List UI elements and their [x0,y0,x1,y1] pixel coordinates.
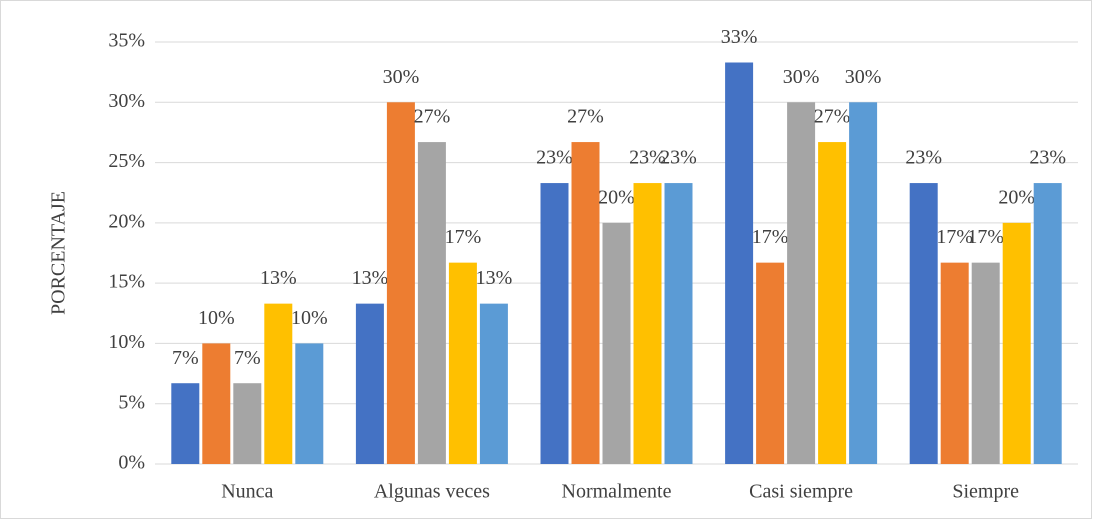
bar [818,142,847,464]
value-label: 27% [814,106,851,128]
value-label: 17% [936,226,973,248]
bar [571,142,600,464]
bar [787,102,816,465]
bar [971,262,1000,464]
y-tick-label: 15% [108,271,145,293]
y-tick-label: 20% [108,210,145,232]
value-label: 10% [198,307,235,329]
bar [202,343,231,464]
bar [756,262,785,464]
value-label: 20% [598,186,635,208]
bar [171,383,200,464]
value-label: 13% [476,267,513,289]
bar [233,383,262,464]
value-label: 7% [172,347,199,369]
x-tick-label: Casi siempre [749,481,853,503]
y-tick-label: 10% [108,331,145,353]
bar [633,183,662,464]
value-label: 23% [905,147,942,169]
bar [909,183,938,464]
value-label: 23% [660,147,697,169]
bar [448,262,477,464]
bar [725,62,754,465]
value-label: 23% [536,147,573,169]
x-tick-label: Normalmente [562,481,672,503]
bar [940,262,969,464]
bar [479,303,508,464]
value-label: 17% [445,226,482,248]
value-label: 30% [383,66,420,88]
bar [540,183,569,464]
bar [602,222,631,464]
value-label: 17% [967,226,1004,248]
y-tick-label: 30% [108,90,145,112]
bar [386,102,415,465]
bar [355,303,384,464]
value-label: 27% [567,106,604,128]
bar [264,303,293,464]
value-label: 10% [291,307,328,329]
x-tick-label: Nunca [221,481,273,503]
y-tick-label: 5% [118,391,145,413]
bar [1033,183,1062,464]
x-tick-label: Algunas veces [374,481,490,503]
value-label: 13% [260,267,297,289]
y-tick-label: 35% [108,30,145,52]
value-label: 13% [352,267,389,289]
bar [849,102,878,465]
y-axis-label: PORCENTAJE [48,191,70,315]
bar [417,142,446,464]
value-label: 33% [721,26,758,48]
bar [1002,222,1031,464]
y-tick-label: 25% [108,150,145,172]
y-tick-label: 0% [118,452,145,474]
x-tick-label: Siempre [952,481,1019,503]
value-label: 23% [629,147,666,169]
value-label: 27% [414,106,451,128]
value-label: 20% [998,186,1035,208]
value-label: 30% [845,66,882,88]
value-label: 23% [1029,147,1066,169]
value-label: 17% [752,226,789,248]
value-label: 7% [234,347,261,369]
value-label: 30% [783,66,820,88]
bar [664,183,693,464]
bar [295,343,324,464]
